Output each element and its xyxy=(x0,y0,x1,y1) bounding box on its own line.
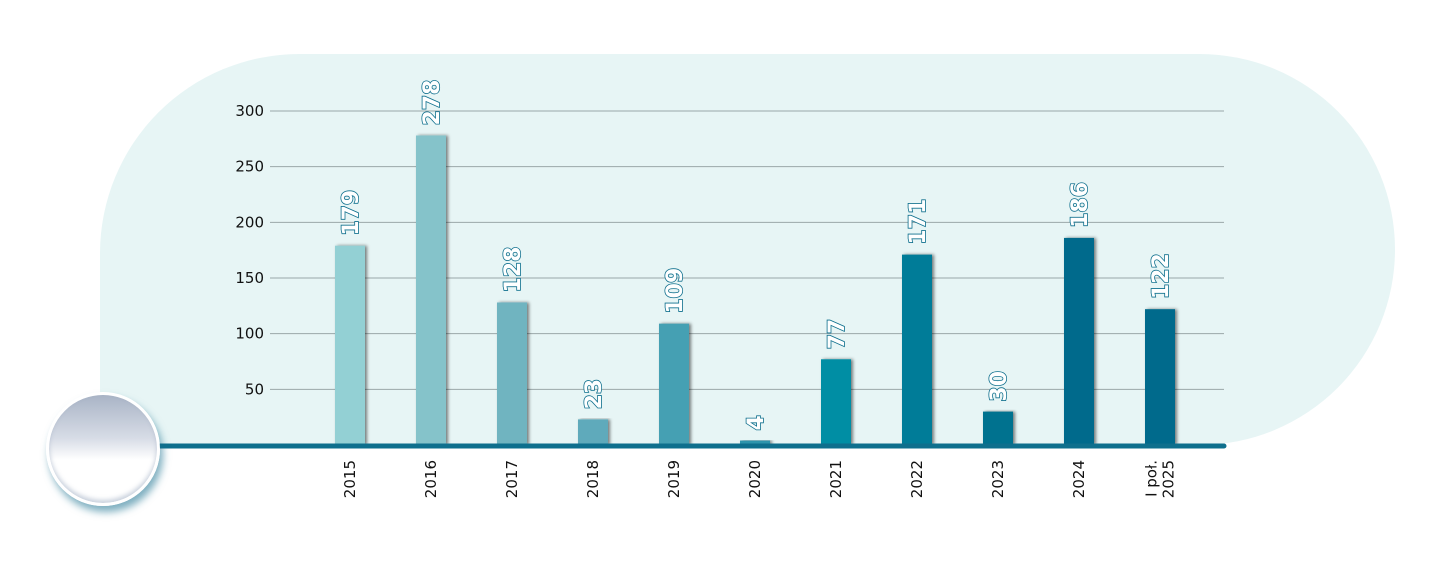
x-tick-label: 2019 xyxy=(665,460,683,498)
x-tick-label: 2018 xyxy=(584,460,602,498)
data-label: 23 xyxy=(582,379,607,410)
chart-background xyxy=(100,54,1395,445)
decorative-circle xyxy=(46,392,160,506)
x-tick-label: 2015 xyxy=(341,460,359,498)
x-tick-label: 2017 xyxy=(503,460,521,498)
bar xyxy=(740,440,770,445)
data-label: 186 xyxy=(1068,182,1093,228)
y-tick-label: 250 xyxy=(235,158,264,176)
data-label: 77 xyxy=(825,319,850,350)
data-label: 122 xyxy=(1149,253,1174,299)
x-tick-label: I poł. xyxy=(1143,460,1161,497)
x-tick-label: 2023 xyxy=(989,460,1007,498)
x-tick-label: 2021 xyxy=(827,460,845,498)
data-label: 171 xyxy=(906,199,931,245)
x-tick-label: 2024 xyxy=(1070,460,1088,498)
x-tick-label: 2020 xyxy=(746,460,764,498)
data-label: 128 xyxy=(501,247,526,293)
y-tick-label: 300 xyxy=(235,102,264,120)
y-tick-label: 50 xyxy=(245,380,264,398)
bar xyxy=(416,135,446,445)
bar xyxy=(335,245,365,445)
x-tick-label: 2016 xyxy=(422,460,440,498)
bar xyxy=(497,302,527,445)
bar xyxy=(983,411,1013,445)
y-tick-label: 150 xyxy=(235,269,264,287)
y-tick-label: 200 xyxy=(235,213,264,231)
data-label: 4 xyxy=(744,415,769,430)
data-label: 278 xyxy=(420,80,445,126)
bar xyxy=(578,419,608,445)
x-tick-label: 2022 xyxy=(908,460,926,498)
bar xyxy=(659,323,689,445)
bar xyxy=(1145,309,1175,445)
data-label: 109 xyxy=(663,268,688,314)
y-tick-label: 100 xyxy=(235,325,264,343)
bar xyxy=(1064,237,1094,445)
bar xyxy=(821,359,851,445)
x-tick-label: 2025 xyxy=(1160,460,1178,498)
bar xyxy=(902,254,932,445)
data-label: 179 xyxy=(339,190,364,236)
data-label: 30 xyxy=(987,371,1012,402)
